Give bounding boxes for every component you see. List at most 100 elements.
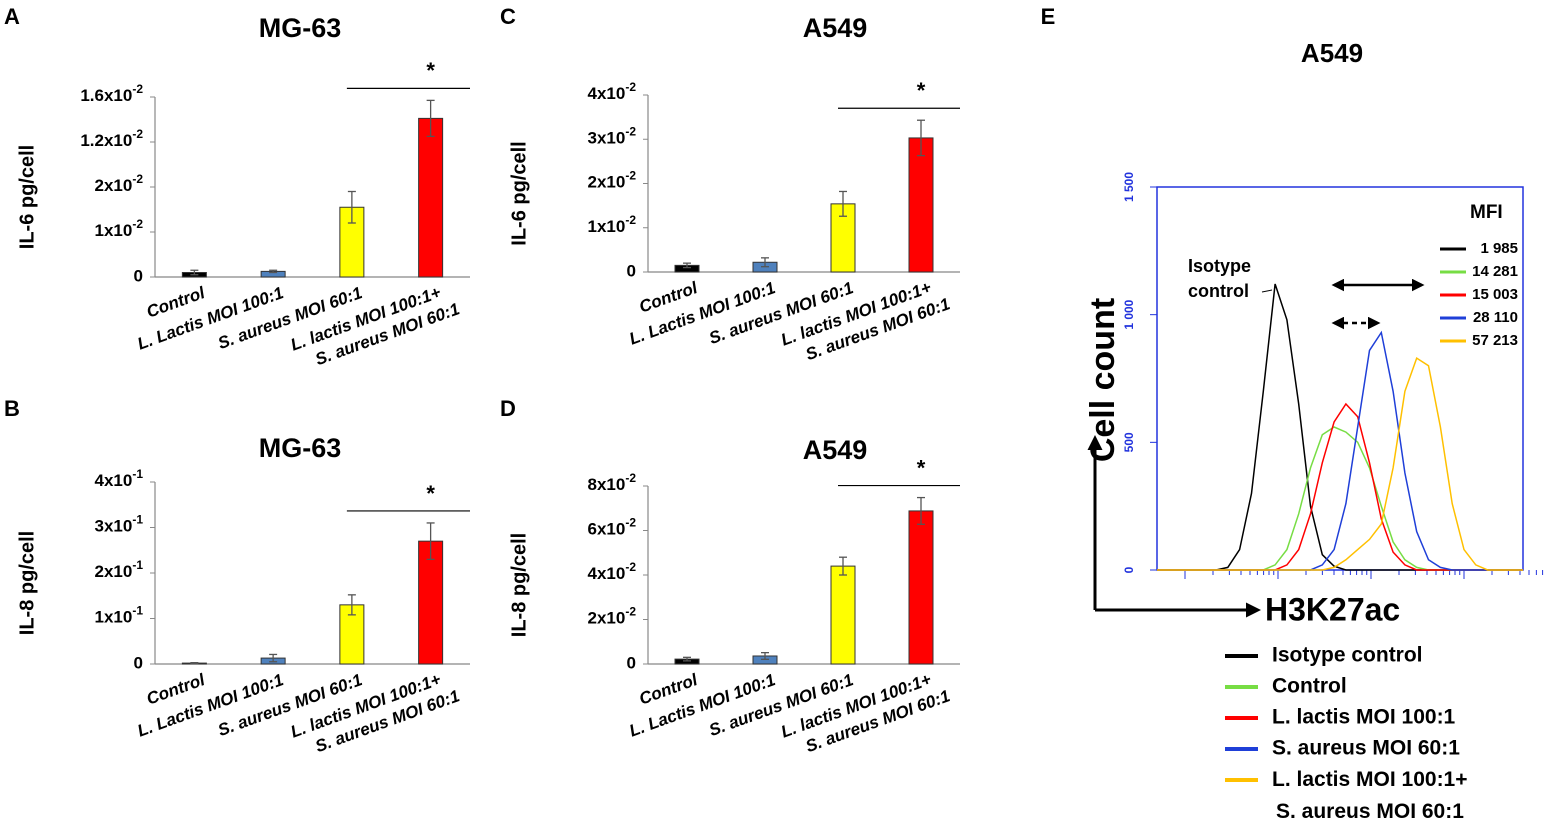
y-axis-label: Cell count (1084, 298, 1122, 462)
legend-label: S. aureus MOI 60:1 (1272, 737, 1460, 760)
y-tick-label-base: 4x10 (588, 564, 626, 583)
significance-label: * (426, 58, 435, 83)
y-tick-label: 0 (1122, 566, 1136, 573)
chart-title: MG-63 (259, 13, 342, 43)
y-tick-label-base: 3x10 (95, 517, 133, 536)
y-tick-label-exponent: -2 (625, 80, 636, 94)
y-tick-label: 1.6x10-2 (80, 82, 143, 105)
y-tick-label-exponent: -1 (132, 558, 143, 572)
y-tick-label: 0 (134, 653, 143, 672)
significance-label: * (917, 78, 926, 103)
chart-title: A549 (803, 435, 868, 465)
y-tick-label: 1x10-2 (95, 217, 144, 240)
y-tick-label-base: 1x10 (95, 221, 133, 240)
y-tick-label-exponent: -2 (625, 560, 636, 574)
panel-letter: E (1041, 4, 1056, 29)
legend-label: L. lactis MOI 100:1 (1272, 706, 1456, 729)
y-tick-label-exponent: -2 (625, 471, 636, 485)
x-axis-label: H3K27ac (1265, 591, 1400, 627)
mfi-value: 28 110 (1473, 309, 1518, 326)
histogram-line (1157, 330, 1523, 571)
y-tick-label: 4x10-2 (588, 80, 637, 103)
y-tick-label: 1 000 (1122, 299, 1136, 329)
y-tick-label-base: 2x10 (588, 173, 626, 192)
legend-label: L. lactis MOI 100:1+ S. aureus MOI 60:1 (1272, 768, 1468, 823)
y-tick-label-base: 4x10 (588, 84, 626, 103)
y-tick-label: 2x10-2 (588, 605, 637, 628)
y-tick-label-exponent: -2 (132, 217, 143, 231)
mfi-value: 57 213 (1472, 332, 1518, 349)
y-tick-label: 3x10-2 (588, 124, 637, 147)
legend-label: Control (1272, 675, 1347, 698)
panel-letter: B (4, 396, 20, 421)
y-tick-label: 4x10-1 (95, 467, 144, 490)
x-tick-label: L. lactis MOI 100:1+S. aureus MOI 60:1 (288, 279, 462, 376)
y-tick-label: 1x10-2 (588, 213, 637, 236)
histogram-line (1157, 426, 1523, 571)
x-tick-label: L. lactis MOI 100:1+S. aureus MOI 60:1 (779, 666, 953, 763)
y-tick-label-base: 2x10 (95, 176, 133, 195)
x-tick-label: L. lactis MOI 100:1+S. aureus MOI 60:1 (779, 274, 953, 371)
legend-label-line: L. lactis MOI 100:1+ (1272, 768, 1468, 791)
y-tick-label: 0 (627, 261, 636, 280)
mfi-value: 1 985 (1480, 240, 1518, 257)
y-tick-label: 6x10-2 (588, 516, 637, 539)
y-tick-label-exponent: -1 (132, 604, 143, 618)
y-tick-label-base: 8x10 (588, 475, 626, 494)
y-tick-label-exponent: -2 (625, 516, 636, 530)
y-tick-label-exponent: -2 (625, 605, 636, 619)
significance-label: * (917, 455, 926, 480)
bar (418, 540, 444, 665)
y-tick-label-base: 1.6x10 (80, 86, 132, 105)
y-axis-label: IL-6 pg/cell (508, 141, 530, 245)
x-tick-label: L. lactis MOI 100:1+S. aureus MOI 60:1 (288, 666, 462, 763)
bar (418, 117, 444, 278)
y-axis-label: IL-6 pg/cell (16, 145, 38, 249)
y-tick-label: 2x10-1 (95, 558, 144, 581)
bar (830, 565, 856, 665)
chart-title: MG-63 (259, 433, 342, 463)
plot-frame (1156, 186, 1524, 571)
y-tick-label: 1 500 (1122, 172, 1136, 202)
y-tick-label-exponent: -1 (132, 467, 143, 481)
y-tick-label: 500 (1122, 432, 1136, 452)
y-axis-label: IL-8 pg/cell (508, 533, 530, 637)
y-tick-label-exponent: -2 (132, 127, 143, 141)
mfi-value: 14 281 (1472, 263, 1518, 280)
histogram-line (1157, 356, 1523, 571)
bar (908, 510, 934, 665)
panel-letter: A (4, 4, 20, 29)
y-tick-label: 0 (134, 266, 143, 285)
legend-label: Isotype control (1272, 644, 1423, 667)
panel-letter: C (500, 4, 516, 29)
y-tick-label-exponent: -2 (625, 213, 636, 227)
panel-letter: D (500, 396, 516, 421)
y-tick-label-base: 2x10 (588, 609, 626, 628)
chart-title: A549 (1301, 38, 1363, 68)
y-tick-label-base: 4x10 (95, 471, 133, 490)
chart-title: A549 (803, 13, 868, 43)
mfi-title: MFI (1470, 202, 1503, 223)
y-tick-label-exponent: -1 (132, 513, 143, 527)
y-tick-label-base: 2x10 (95, 562, 133, 581)
y-tick-label-exponent: -2 (625, 169, 636, 183)
annotation: control (1188, 281, 1249, 301)
y-tick-label-exponent: -2 (132, 82, 143, 96)
y-axis-label: IL-8 pg/cell (16, 531, 38, 635)
y-tick-label-base: 6x10 (588, 520, 626, 539)
bar (908, 137, 934, 273)
y-tick-label: 2x10-2 (95, 172, 144, 195)
y-tick-label-base: 1x10 (588, 217, 626, 236)
y-tick-label-exponent: -2 (625, 124, 636, 138)
y-tick-label: 1x10-1 (95, 604, 144, 627)
y-tick-label-base: 1.2x10 (80, 131, 132, 150)
y-tick-label: 0 (627, 653, 636, 672)
mfi-value: 15 003 (1472, 286, 1518, 303)
y-tick-label: 8x10-2 (588, 471, 637, 494)
y-tick-label: 4x10-2 (588, 560, 637, 583)
y-tick-label-exponent: -2 (132, 172, 143, 186)
legend-label-line: S. aureus MOI 60:1 (1276, 800, 1464, 823)
annotation: Isotype (1188, 256, 1251, 276)
significance-label: * (426, 481, 435, 506)
